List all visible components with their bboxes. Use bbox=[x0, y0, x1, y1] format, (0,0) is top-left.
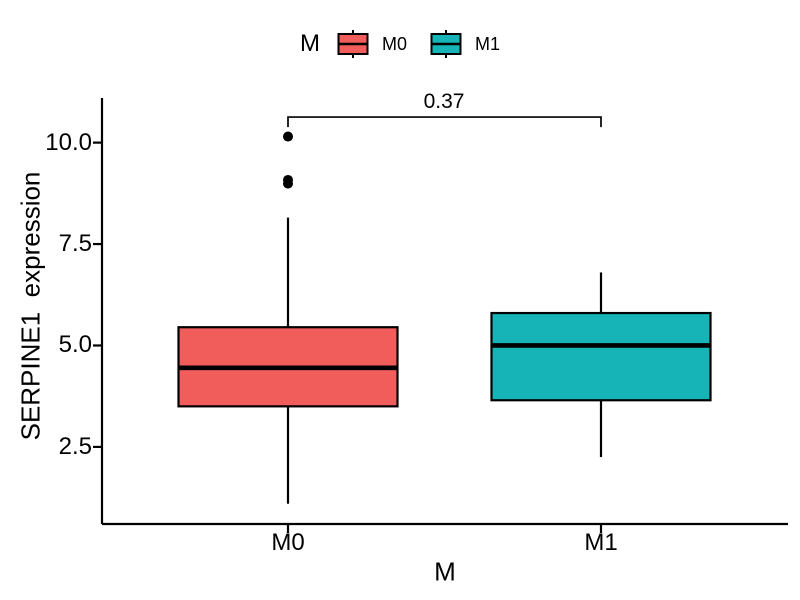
y-tick-label: 5.0 bbox=[58, 331, 92, 359]
box-m1 bbox=[490, 311, 712, 402]
outlier-dot-m0 bbox=[283, 131, 293, 142]
p-value-label: 0.37 bbox=[423, 90, 465, 113]
x-tick-label-m1: M1 bbox=[584, 529, 618, 556]
legend-key-m1-boxplot-icon bbox=[430, 30, 462, 58]
outlier-dot-m0 bbox=[283, 178, 293, 189]
legend-label-m1: M1 bbox=[475, 33, 501, 54]
y-tick-label: 2.5 bbox=[58, 432, 92, 460]
x-tick-label-m0: M0 bbox=[271, 529, 305, 556]
y-tick-label: 7.5 bbox=[58, 230, 92, 258]
legend-title: M bbox=[299, 30, 320, 57]
legend-item-m1: M1 bbox=[429, 27, 500, 61]
significance-bracket bbox=[287, 116, 602, 128]
legend-items: M0 M1 bbox=[336, 27, 500, 61]
legend-item-m0: M0 bbox=[336, 27, 407, 61]
legend: M M0 M1 bbox=[0, 24, 800, 64]
y-tick-label: 10.0 bbox=[45, 128, 92, 156]
legend-label-m0: M0 bbox=[381, 33, 407, 54]
legend-key-m0-boxplot-icon bbox=[337, 30, 369, 58]
y-axis-title: SERPINE1 expression bbox=[15, 171, 46, 441]
x-axis-title: M bbox=[434, 556, 456, 587]
